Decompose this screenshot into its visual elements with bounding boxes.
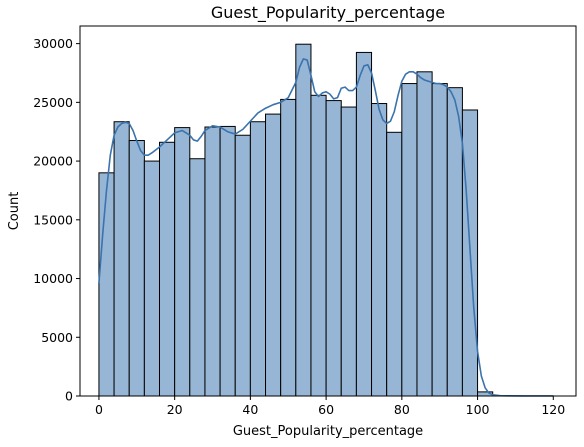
y-tick-label-4: 20000 [33,154,73,169]
histogram-bar-7 [204,126,221,397]
histogram-bar-5 [174,127,191,397]
kde-curve [98,58,554,397]
histogram-bar-12 [280,98,297,397]
y-tick-label-2: 10000 [33,271,73,286]
y-tick-label-6: 30000 [33,36,73,51]
histogram-bar-0 [98,172,115,397]
x-axis-title: Guest_Popularity_percentage [233,424,423,439]
histogram-bar-11 [265,113,282,397]
y-axis-ticks: 0 5000 10000 15000 20000 25000 30000 [33,36,80,404]
histogram-bar-17 [355,51,373,397]
histogram-bar-15 [325,100,342,397]
y-tick-label-3: 15000 [33,212,73,227]
histogram-bar-22 [431,83,448,397]
histogram-bar-3 [143,160,161,397]
histogram-bar-16 [340,106,357,397]
plot-frame [79,25,577,397]
histogram-bar-6 [189,158,206,397]
histogram-bar-10 [249,121,267,397]
x-tick-label-0: 0 [95,402,103,417]
x-tick-label-6: 120 [541,402,565,417]
histogram-bar-8 [219,125,236,397]
histogram-bars [98,43,554,397]
histogram-bar-20 [401,83,418,397]
x-tick-label-3: 60 [318,402,334,417]
histogram-bar-14 [310,94,327,397]
y-tick-label-5: 25000 [33,95,73,110]
y-tick-label-1: 5000 [41,330,73,345]
y-tick-label-0: 0 [65,389,73,404]
histogram-bar-1 [113,121,130,397]
x-tick-label-4: 80 [394,402,410,417]
x-tick-label-2: 40 [242,402,258,417]
x-tick-label-1: 20 [167,402,183,417]
x-tick-label-5: 100 [466,402,490,417]
histogram-bar-4 [159,141,176,397]
histogram-bar-2 [128,140,145,397]
chart-title: Guest_Popularity_percentage [211,3,445,23]
histogram-bar-13 [295,43,312,397]
histogram-bar-9 [234,134,251,397]
y-axis-title: Count [7,192,22,231]
histogram-bar-23 [446,87,463,397]
histogram-bar-18 [371,103,388,397]
histogram-bar-19 [386,131,403,397]
x-axis-ticks: 0 20 40 60 80 100 120 [95,396,565,417]
histogram-bar-21 [416,71,433,397]
